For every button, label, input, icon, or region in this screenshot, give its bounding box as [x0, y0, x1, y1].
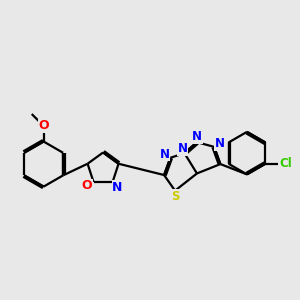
Text: N: N	[160, 148, 170, 160]
Text: N: N	[215, 137, 225, 150]
Text: O: O	[38, 119, 49, 132]
Text: N: N	[192, 130, 202, 143]
Text: O: O	[81, 179, 92, 192]
Text: N: N	[178, 142, 188, 155]
Text: N: N	[112, 181, 122, 194]
Text: Cl: Cl	[279, 157, 292, 170]
Text: S: S	[171, 190, 179, 203]
